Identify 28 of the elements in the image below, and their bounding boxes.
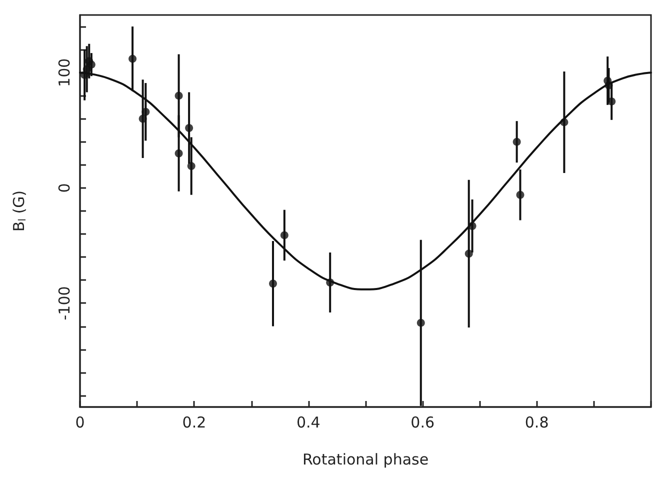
y-tick-label: -100 bbox=[56, 286, 74, 320]
point bbox=[174, 149, 183, 158]
point bbox=[174, 92, 183, 100]
point bbox=[187, 162, 196, 170]
point bbox=[464, 250, 473, 258]
point bbox=[416, 318, 425, 327]
point bbox=[142, 108, 150, 116]
x-axis-title: Rotational phase bbox=[302, 450, 429, 468]
y-axis-title: Bl (G) bbox=[10, 190, 28, 232]
point bbox=[560, 118, 568, 126]
point bbox=[516, 190, 524, 199]
point bbox=[269, 280, 277, 288]
y-tick-label: 100 bbox=[56, 58, 74, 87]
x-tick-label: 0.2 bbox=[182, 414, 206, 432]
x-tick-label: 0.4 bbox=[296, 414, 320, 432]
point bbox=[128, 54, 137, 63]
point bbox=[512, 138, 521, 146]
x-tick-label: 0.8 bbox=[524, 414, 549, 432]
point bbox=[326, 278, 334, 286]
x-tick-label: 0 bbox=[75, 414, 85, 432]
point bbox=[604, 81, 613, 90]
point bbox=[87, 60, 96, 69]
x-tick-label: 0.6 bbox=[410, 414, 435, 432]
point bbox=[138, 114, 147, 123]
point bbox=[608, 97, 616, 106]
point bbox=[185, 124, 194, 132]
point bbox=[280, 231, 288, 240]
y-tick-label: 0 bbox=[56, 183, 74, 193]
